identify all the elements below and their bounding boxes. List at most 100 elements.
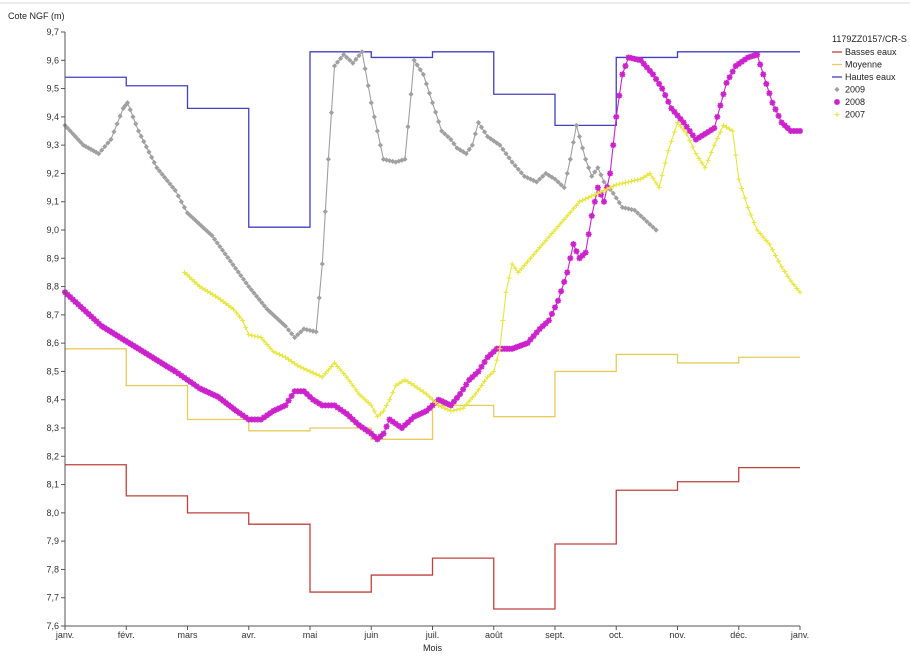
data-point <box>585 231 592 238</box>
data-point <box>399 379 405 385</box>
data-point <box>787 128 794 134</box>
data-point <box>576 255 583 262</box>
data-point <box>338 367 344 373</box>
data-point <box>325 402 332 409</box>
data-point <box>96 320 103 327</box>
data-point <box>356 52 362 59</box>
data-point <box>592 169 598 175</box>
data-point <box>242 414 249 421</box>
data-point <box>196 385 203 392</box>
data-point <box>235 269 241 275</box>
legend-item: Hautes eaux <box>832 72 896 82</box>
data-point <box>222 251 228 257</box>
data-point <box>181 204 188 210</box>
data-point <box>279 353 285 359</box>
data-point <box>641 174 647 180</box>
data-point <box>779 264 785 270</box>
data-point <box>610 190 616 196</box>
data-point <box>491 368 497 374</box>
data-point <box>405 419 411 426</box>
data-point <box>384 402 390 408</box>
data-point <box>680 119 687 126</box>
data-point <box>727 126 733 132</box>
data-point <box>730 128 736 134</box>
data-point <box>319 374 325 380</box>
data-point <box>175 370 182 377</box>
data-point <box>647 221 653 227</box>
data-point <box>515 166 521 172</box>
data-point <box>273 406 280 413</box>
data-point <box>411 57 417 63</box>
data-point <box>430 397 435 403</box>
data-point <box>481 129 488 135</box>
data-point <box>503 289 509 295</box>
data-point <box>438 398 445 405</box>
data-point <box>282 323 289 329</box>
data-point <box>240 276 247 282</box>
data-point <box>295 332 301 338</box>
data-point <box>223 399 229 406</box>
data-point <box>146 149 152 155</box>
data-point <box>392 420 399 427</box>
x-tick-label: sept. <box>545 630 565 640</box>
data-point <box>785 273 791 279</box>
data-point <box>429 100 436 106</box>
x-tick-label: nov. <box>669 630 685 640</box>
data-point <box>521 341 528 348</box>
data-point <box>478 124 485 130</box>
data-point <box>653 76 660 83</box>
y-tick-label: 8,8 <box>46 282 59 292</box>
data-point <box>117 113 123 119</box>
data-point <box>693 151 699 157</box>
legend-title: 1179ZZ0157/CR-S <box>832 34 907 44</box>
data-point <box>683 123 690 130</box>
data-point <box>283 354 288 360</box>
data-point <box>352 419 359 426</box>
data-point <box>223 301 229 307</box>
y-tick-label: 9,0 <box>46 225 59 235</box>
data-point <box>338 55 344 61</box>
data-point <box>251 290 257 296</box>
data-point <box>225 401 232 408</box>
data-point <box>561 278 568 285</box>
data-point <box>441 399 448 406</box>
data-point <box>411 413 418 420</box>
data-point <box>316 400 323 407</box>
data-point <box>632 207 638 213</box>
data-point <box>738 58 745 65</box>
data-point <box>597 191 604 198</box>
data-point <box>209 391 216 398</box>
data-point <box>213 293 218 299</box>
data-point <box>720 122 726 128</box>
data-point <box>127 107 133 113</box>
data-point <box>203 228 210 234</box>
data-point <box>705 157 711 163</box>
data-point <box>175 193 181 199</box>
data-point <box>225 254 231 261</box>
data-point <box>77 303 84 310</box>
data-point <box>220 299 226 305</box>
data-point <box>396 381 402 387</box>
data-point <box>423 408 430 415</box>
data-point <box>383 423 390 430</box>
data-point <box>613 195 619 201</box>
data-point <box>285 397 292 404</box>
data-point <box>561 216 567 222</box>
data-point <box>288 392 295 399</box>
data-point <box>656 185 662 191</box>
x-tick-label: août <box>485 630 503 640</box>
data-point <box>729 68 736 75</box>
data-point <box>744 54 751 61</box>
series-line-2009 <box>64 50 657 339</box>
data-point <box>607 170 614 177</box>
data-point <box>647 170 653 176</box>
data-point <box>760 234 766 240</box>
data-point <box>512 163 518 169</box>
y-tick-label: 8,4 <box>46 395 59 405</box>
data-point <box>500 318 506 324</box>
data-point <box>199 285 205 291</box>
data-point <box>162 174 168 181</box>
data-point <box>757 61 764 68</box>
data-point <box>439 128 445 134</box>
data-point <box>190 381 197 388</box>
